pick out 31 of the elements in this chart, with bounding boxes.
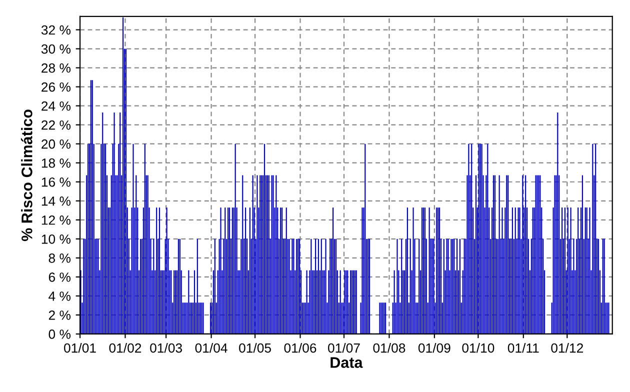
y-tick-label: 14 % [42, 196, 71, 206]
y-tick-label: 2 % [48, 310, 71, 320]
y-tick-label: 32 % [41, 25, 71, 35]
x-tick-label: 01/07 [328, 343, 360, 353]
y-tick-label: 6 % [48, 272, 71, 282]
x-tick-label: 01/01 [64, 343, 96, 353]
y-tick-label: 8 % [48, 254, 71, 263]
y-tick-label: 24 % [42, 101, 71, 111]
y-axis-title: % Risco Climático [20, 110, 32, 242]
y-tick-label: 26 % [42, 82, 71, 92]
x-tick-label: 01/08 [373, 343, 406, 353]
x-tick-label: 01/10 [462, 343, 494, 353]
x-tick-label: 01/05 [239, 343, 271, 353]
y-tick-label: 18 % [42, 158, 71, 168]
x-tick-label: 01/09 [418, 343, 450, 353]
x-axis-title: Data [330, 357, 363, 368]
y-tick-label: 12 % [42, 215, 71, 225]
y-tick-label: 28 % [42, 63, 71, 73]
x-tick-label: 01/04 [195, 343, 228, 353]
y-tick-label: 10 % [42, 234, 71, 244]
x-tick-label: 01/12 [551, 343, 583, 353]
x-tick-label: 01/03 [150, 343, 182, 353]
y-tick-label: 16 % [42, 177, 71, 187]
y-tick-label: 30 % [41, 44, 71, 54]
x-tick-label: 01/06 [284, 343, 316, 353]
y-tick-label: 20 % [42, 139, 71, 149]
x-tick-label: 01/11 [508, 343, 539, 353]
y-tick-label: 22 % [42, 120, 71, 130]
y-tick-label: 4 % [48, 292, 71, 301]
x-tick-label: 01/02 [109, 343, 142, 353]
y-tick-label: 0 % [48, 330, 71, 339]
